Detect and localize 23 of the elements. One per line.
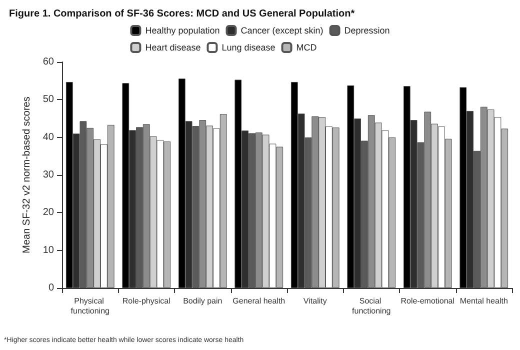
- x-tick-label: General health: [232, 296, 286, 306]
- legend-label: Cancer (except skin): [240, 26, 324, 36]
- y-tick-label: 20: [42, 207, 54, 218]
- x-tick-label: Role-physical: [122, 296, 171, 306]
- x-tick-label: Vitality: [303, 296, 327, 306]
- x-tick-label: Mental health: [460, 296, 508, 306]
- legend-label: Lung disease: [222, 42, 276, 52]
- legend-label: Healthy population: [145, 26, 220, 36]
- y-tick-label: 60: [42, 56, 54, 68]
- x-tick-label: Bodily pain: [183, 296, 222, 306]
- y-tick-label: 40: [42, 132, 54, 143]
- y-tick-label: 0: [48, 282, 54, 294]
- x-tick-label: Role-emotional: [400, 296, 455, 306]
- legend-label: MCD: [296, 42, 318, 52]
- y-tick-label: 50: [42, 94, 54, 106]
- y-tick-label: 10: [42, 244, 54, 256]
- y-tick-label: 30: [42, 170, 54, 180]
- legend-label: Depression: [344, 26, 390, 36]
- chart-title: Figure 1. Comparison of SF-36 Scores: MCD and US General Population*: [9, 8, 355, 20]
- legend-label: Heart disease: [145, 42, 201, 52]
- x-tick-label: Physical functioning: [70, 296, 110, 316]
- x-tick-label: Social functioning: [352, 296, 391, 316]
- y-axis-title: Mean SF-32 v2 norm-based scores: [21, 96, 32, 254]
